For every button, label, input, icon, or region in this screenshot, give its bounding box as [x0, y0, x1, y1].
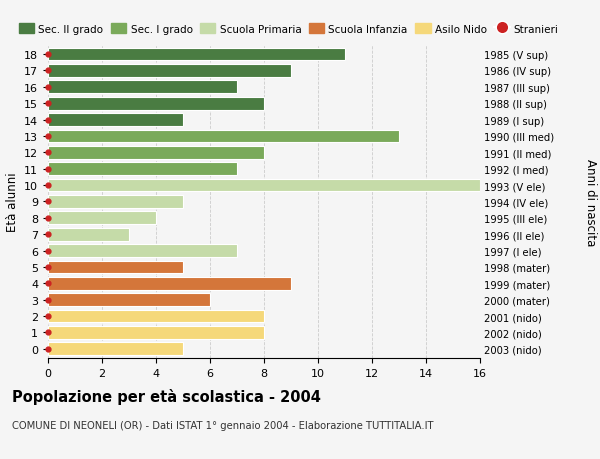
Bar: [48, 261, 183, 274]
Bar: [48, 163, 237, 176]
Bar: [48, 146, 264, 159]
Text: COMUNE DI NEONELI (OR) - Dati ISTAT 1° gennaio 2004 - Elaborazione TUTTITALIA.IT: COMUNE DI NEONELI (OR) - Dati ISTAT 1° g…: [12, 420, 433, 430]
Bar: [48, 212, 156, 224]
Bar: [48, 326, 264, 339]
Bar: [48, 245, 237, 257]
Bar: [48, 98, 264, 110]
Bar: [48, 65, 291, 78]
Bar: [48, 343, 183, 355]
Text: Popolazione per età scolastica - 2004: Popolazione per età scolastica - 2004: [12, 388, 321, 404]
Bar: [48, 294, 210, 306]
Bar: [48, 49, 345, 61]
Bar: [48, 81, 237, 94]
Y-axis label: Età alunni: Età alunni: [5, 172, 19, 232]
Bar: [48, 179, 480, 192]
Bar: [48, 130, 399, 143]
Bar: [48, 277, 291, 290]
Bar: [48, 114, 183, 127]
Bar: [48, 228, 129, 241]
Bar: [48, 310, 264, 323]
Bar: [48, 196, 183, 208]
Legend: Sec. II grado, Sec. I grado, Scuola Primaria, Scuola Infanzia, Asilo Nido, Stran: Sec. II grado, Sec. I grado, Scuola Prim…: [19, 24, 559, 34]
Text: Anni di nascita: Anni di nascita: [584, 158, 597, 246]
